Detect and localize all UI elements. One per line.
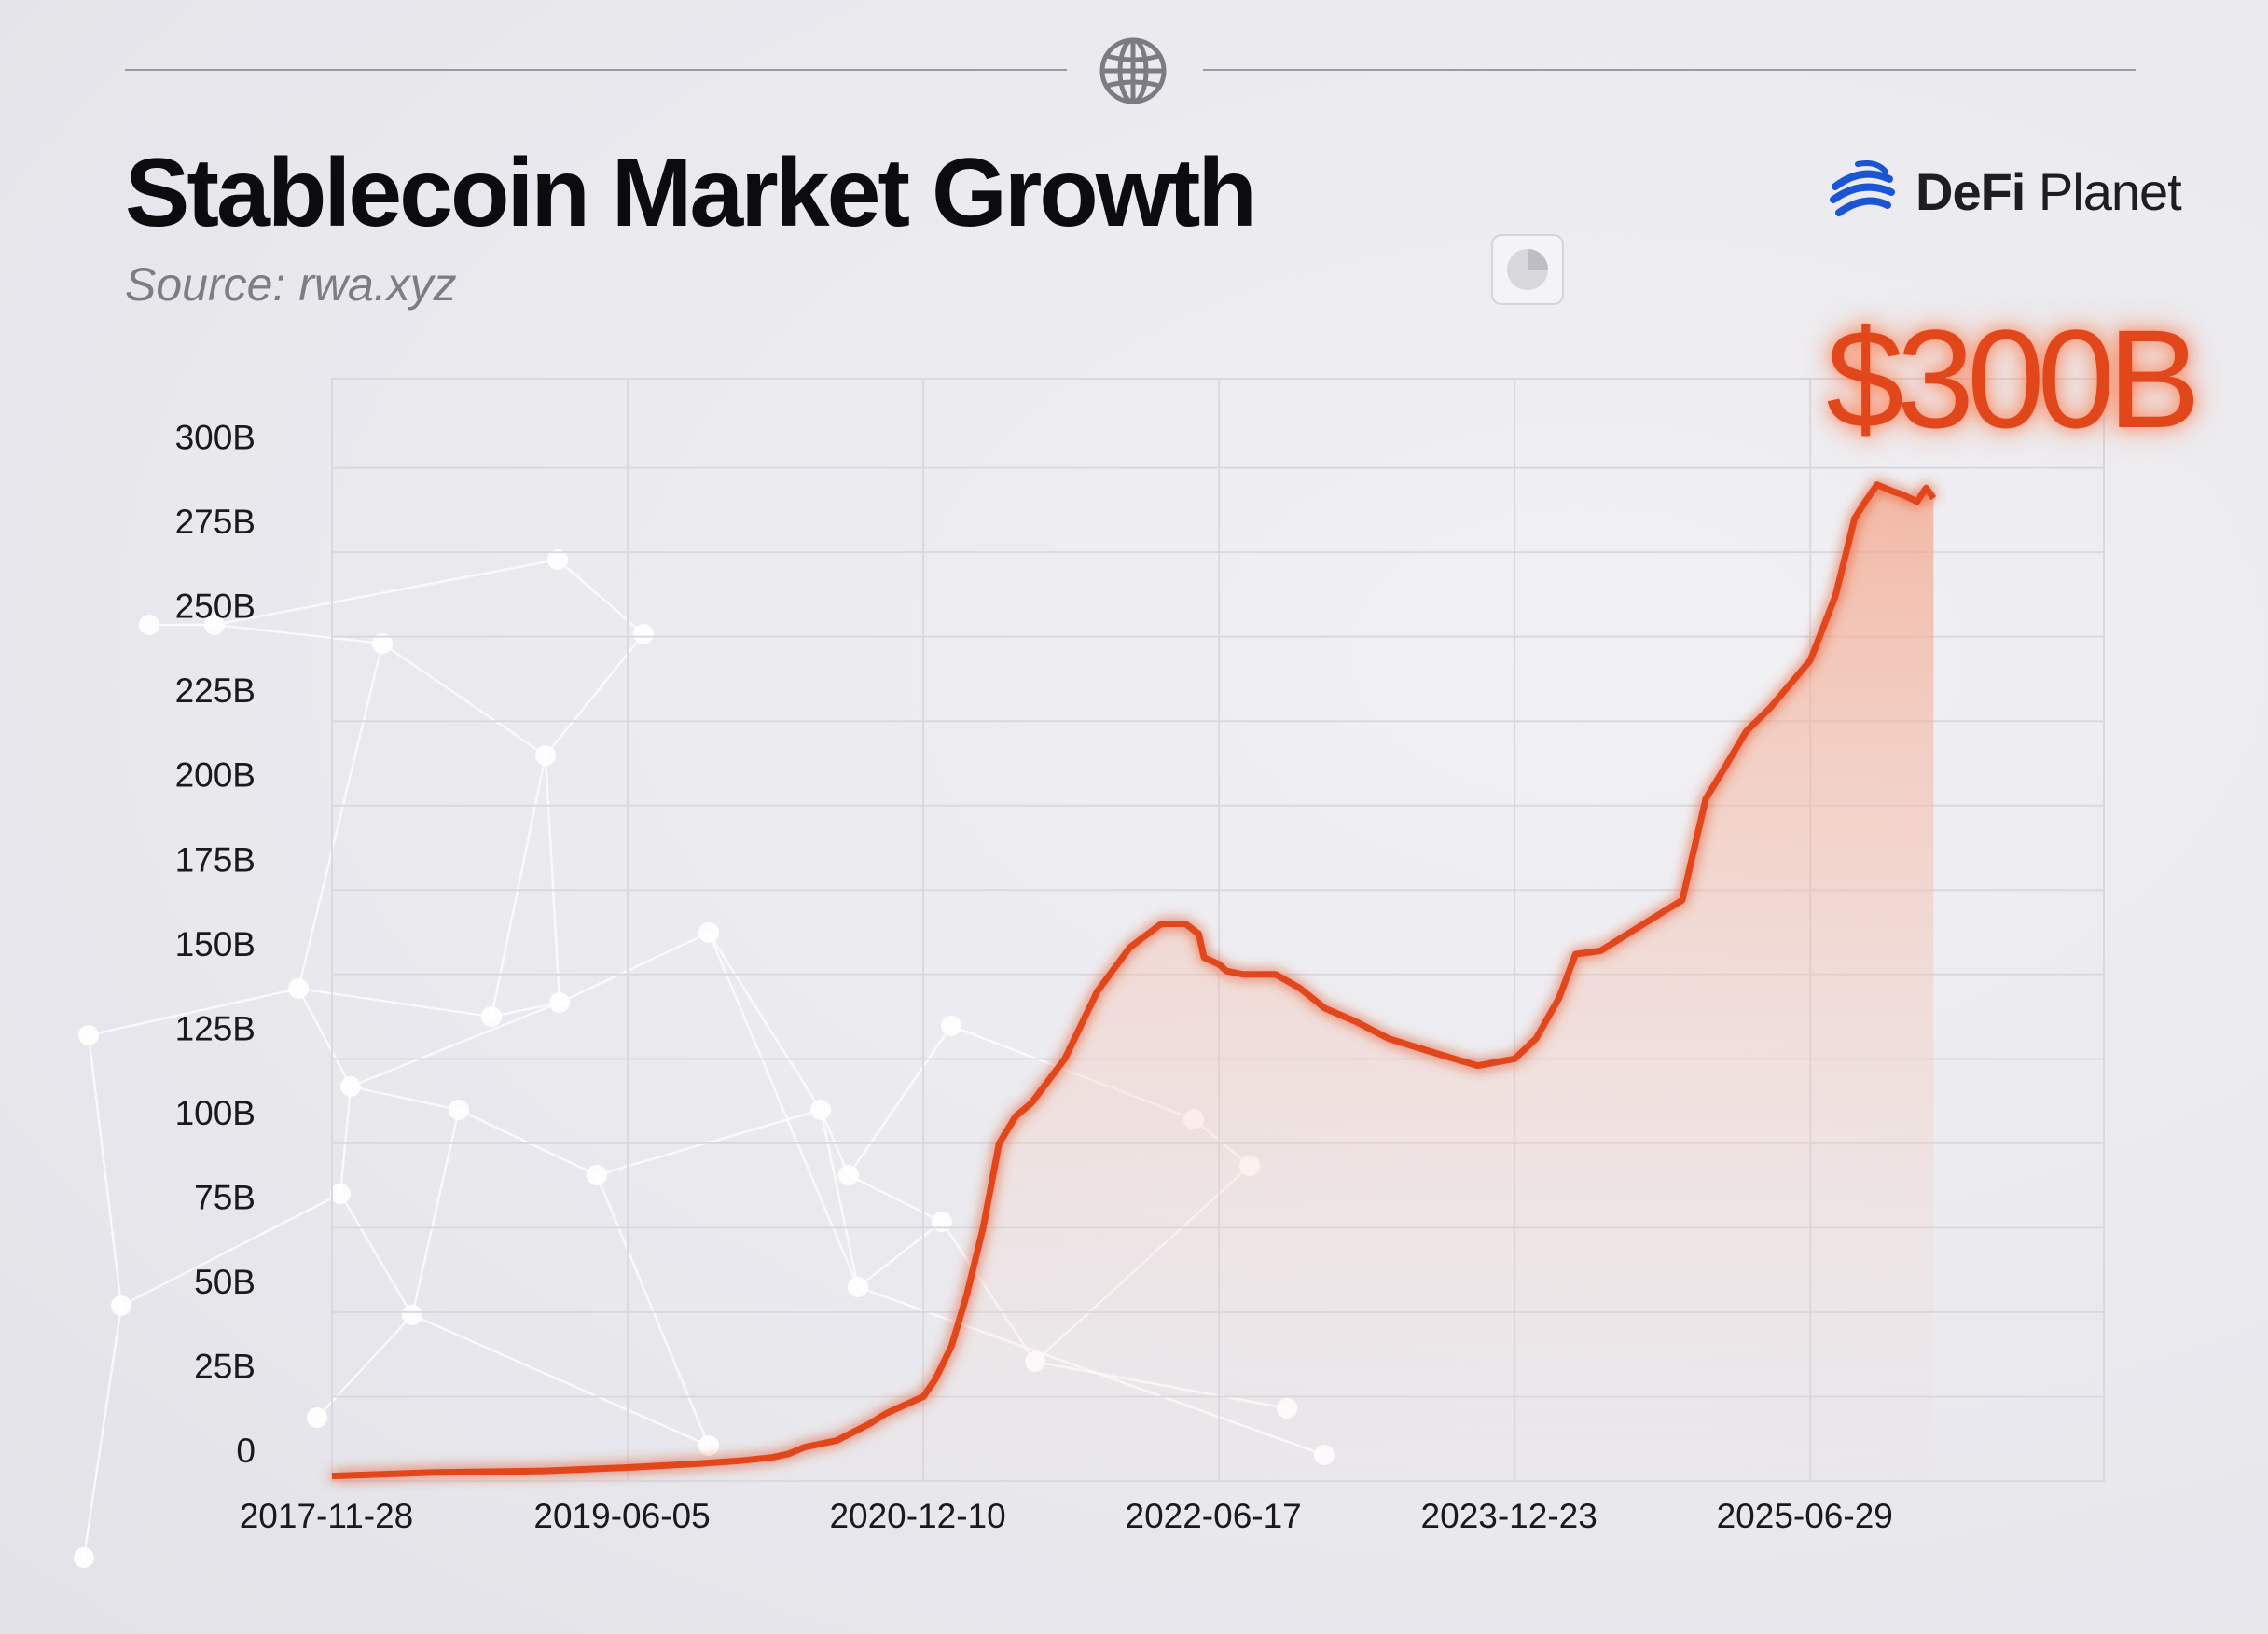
value-callout: $300B xyxy=(1826,300,2201,457)
network-edge xyxy=(707,932,823,1111)
network-edge xyxy=(297,988,353,1087)
network-edge xyxy=(411,1313,710,1447)
x-tick-label: 2025-06-29 xyxy=(1717,1497,1893,1535)
network-node xyxy=(74,1547,94,1568)
y-tick-label: 225B xyxy=(175,672,256,710)
y-tick-label: 250B xyxy=(175,588,256,626)
network-node xyxy=(547,549,568,570)
network-edge xyxy=(297,643,384,990)
y-tick-label: 125B xyxy=(175,1009,256,1047)
network-node xyxy=(535,745,556,766)
network-edge xyxy=(350,1001,560,1088)
network-edge xyxy=(88,987,299,1037)
x-tick-label: 2019-06-05 xyxy=(533,1497,710,1535)
series-line xyxy=(331,481,1937,1480)
network-node xyxy=(78,1025,99,1045)
network-edge xyxy=(595,1174,711,1447)
network-node xyxy=(402,1305,422,1325)
network-node xyxy=(481,1006,502,1027)
network-node xyxy=(698,922,719,943)
network-node xyxy=(139,615,159,635)
network-edge xyxy=(350,1085,460,1112)
network-edge xyxy=(857,1221,943,1288)
y-tick-label: 200B xyxy=(175,756,256,795)
y-tick-label: 300B xyxy=(175,419,256,457)
y-tick-label: 150B xyxy=(175,925,256,963)
x-tick-label: 2017-11-28 xyxy=(240,1497,414,1535)
network-edge xyxy=(848,1173,943,1224)
brand-name-regular: Planet xyxy=(2038,161,2182,221)
network-node xyxy=(330,1184,351,1204)
network-node xyxy=(549,992,570,1013)
network-node xyxy=(941,1016,961,1036)
network-edge xyxy=(297,987,492,1018)
network-edge xyxy=(214,558,559,627)
y-tick-label: 100B xyxy=(175,1094,256,1132)
area-fill xyxy=(332,484,1934,1482)
source-subtitle: Source: rwa.xyz xyxy=(125,258,457,311)
network-edge xyxy=(339,1086,353,1195)
network-node xyxy=(587,1165,607,1185)
network-edge xyxy=(544,755,561,1004)
y-tick-label: 175B xyxy=(175,840,256,879)
network-edge xyxy=(559,931,710,1004)
y-tick-label: 25B xyxy=(194,1347,256,1385)
network-edge xyxy=(819,1109,860,1288)
network-node xyxy=(204,615,225,635)
network-edge xyxy=(120,1192,341,1308)
x-tick-label: 2020-12-10 xyxy=(829,1497,1005,1535)
network-node xyxy=(449,1100,469,1120)
network-node xyxy=(307,1407,327,1428)
network-edge xyxy=(87,1034,123,1307)
network-edge xyxy=(381,642,546,757)
pie-chart-icon xyxy=(1491,234,1564,305)
top-rule-left xyxy=(125,69,1067,71)
network-edge xyxy=(491,1001,560,1018)
y-tick-label: 50B xyxy=(194,1263,256,1301)
network-edge xyxy=(847,1025,953,1176)
y-tick-label: 75B xyxy=(194,1178,256,1216)
network-node xyxy=(288,978,309,999)
network-node xyxy=(810,1100,831,1120)
network-node xyxy=(633,624,654,644)
brand-lockup: DeFi Planet xyxy=(1830,155,2182,228)
brand-name-bold: DeFi xyxy=(1915,161,2026,221)
network-node xyxy=(838,1165,859,1185)
y-tick-label: 275B xyxy=(175,503,256,541)
x-axis: 2017-11-28 2019-06-05 2020-12-10 2022-06-17… xyxy=(240,1497,1893,1535)
network-node xyxy=(698,1435,719,1456)
network-node xyxy=(111,1295,131,1316)
y-axis: 0 25B 50B 75B 100B 125B 150B 175B 200B 225B 250B 27… xyxy=(175,419,256,1470)
network-node xyxy=(340,1076,361,1097)
network-edge xyxy=(82,1305,123,1558)
network-edge xyxy=(214,623,383,645)
network-edge xyxy=(490,755,547,1018)
network-node xyxy=(848,1277,868,1297)
x-tick-label: 2022-06-17 xyxy=(1126,1497,1302,1535)
network-node xyxy=(372,633,393,654)
network-edge xyxy=(339,1193,414,1316)
network-edge xyxy=(557,559,644,635)
globe-icon xyxy=(1099,37,1167,104)
x-tick-label: 2023-12-23 xyxy=(1421,1497,1597,1535)
brand-name: DeFi Planet xyxy=(1915,161,2182,222)
defi-planet-logo xyxy=(1830,160,1895,216)
page-title: Stablecoin Market Growth xyxy=(125,139,1257,247)
top-rule-right xyxy=(1203,69,2136,71)
y-tick-label: 0 xyxy=(236,1432,256,1470)
